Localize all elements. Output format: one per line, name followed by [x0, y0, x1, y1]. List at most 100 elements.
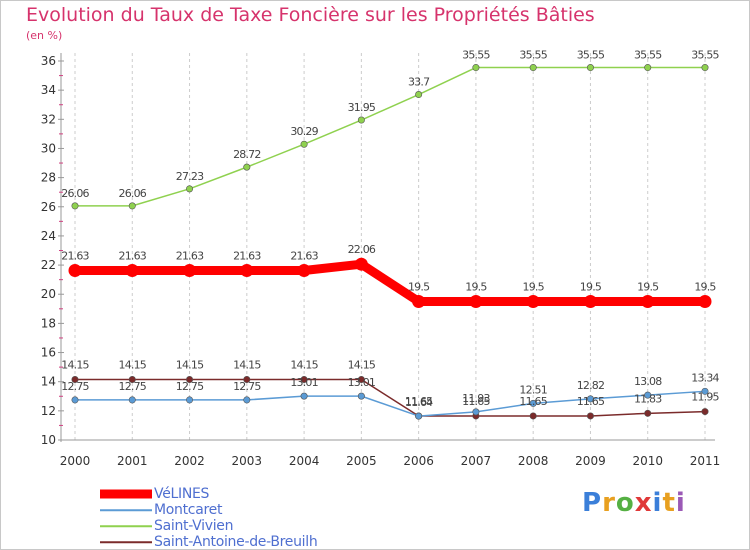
data-label: 11.65	[519, 395, 547, 408]
data-point	[472, 408, 480, 416]
data-point	[300, 392, 308, 400]
data-point	[68, 263, 82, 277]
data-point	[469, 295, 483, 309]
data-label: 21.63	[233, 249, 261, 262]
data-label: 19.5	[523, 281, 545, 294]
axes: 2000 2001 2002 2003 2004 2005 2006 2007 2008 2009…	[41, 53, 720, 468]
data-point	[644, 64, 652, 72]
data-point	[128, 376, 136, 384]
y-tick-label: 10	[41, 433, 56, 447]
x-tick-label: 2007	[461, 454, 492, 468]
data-point	[529, 64, 537, 72]
y-tick-label: 30	[41, 141, 56, 155]
data-label: 14.15	[290, 359, 318, 372]
data-point	[701, 64, 709, 72]
data-point	[415, 91, 423, 99]
data-label: 12.75	[233, 380, 261, 393]
data-label: 14.15	[61, 359, 89, 372]
data-point	[586, 395, 594, 403]
data-label: 35.55	[691, 49, 719, 62]
data-labels: 21.63 21.63 21.63 21.63 21.63 22.06 19.5 19.5 19…	[61, 49, 720, 410]
y-tick-label: 16	[41, 346, 56, 360]
data-label: 12.75	[61, 380, 89, 393]
data-label: 11.83	[634, 392, 662, 405]
data-point	[186, 396, 194, 404]
logo-letter: i	[652, 488, 663, 518]
data-point	[186, 376, 194, 384]
legend-label: Saint-Vivien	[154, 518, 234, 534]
data-label: 19.5	[694, 281, 716, 294]
data-point	[357, 376, 365, 384]
data-label: 12.82	[577, 379, 605, 392]
data-point	[183, 263, 197, 277]
logo-letter: o	[615, 488, 635, 518]
y-tick-label: 32	[41, 112, 56, 126]
data-point	[701, 387, 709, 395]
data-label: 11.65	[405, 395, 433, 408]
legend-label: Saint-Antoine-de-Breuilh	[154, 534, 318, 550]
legend: VéLINES Montcaret Saint-Vivien Saint-Antoin…	[100, 486, 380, 550]
data-point	[354, 257, 368, 271]
grid	[74, 53, 706, 440]
y-tick-label: 36	[41, 54, 56, 68]
data-point	[186, 185, 194, 193]
x-tick-label: 2006	[403, 454, 434, 468]
data-point	[71, 396, 79, 404]
proxiti-logo: Proxiti	[582, 488, 686, 518]
data-point	[412, 295, 426, 309]
series-layer	[68, 64, 712, 420]
x-tick-label: 2010	[632, 454, 663, 468]
logo-letter: i	[675, 488, 686, 518]
data-point	[297, 263, 311, 277]
legend-item: VéLINES	[100, 486, 380, 502]
data-label: 35.55	[634, 49, 662, 62]
legend-item: Saint-Antoine-de-Breuilh	[100, 534, 380, 550]
y-tick-label: 22	[41, 258, 56, 272]
data-point	[125, 263, 139, 277]
data-point	[583, 295, 597, 309]
legend-swatch	[100, 502, 152, 518]
logo-letter: P	[582, 488, 603, 518]
data-point	[529, 412, 537, 420]
data-point	[586, 64, 594, 72]
chart-title: Evolution du Taux de Taxe Foncière sur l…	[26, 4, 595, 26]
data-point	[415, 412, 423, 420]
series-line-1	[74, 390, 706, 417]
data-point	[243, 376, 251, 384]
legend-label: VéLINES	[154, 486, 210, 502]
x-tick-label: 2009	[575, 454, 606, 468]
data-label: 13.01	[290, 376, 318, 389]
unit-label: (en %)	[26, 29, 63, 42]
legend-swatch	[100, 518, 152, 534]
data-label: 35.55	[577, 49, 605, 62]
legend-label: Montcaret	[154, 502, 223, 518]
data-label: 30.29	[290, 125, 318, 138]
data-label: 11.93	[462, 392, 490, 405]
x-tick-label: 2008	[518, 454, 549, 468]
data-label: 21.63	[290, 249, 318, 262]
data-point	[300, 140, 308, 148]
data-label: 27.23	[176, 170, 204, 183]
data-point	[300, 376, 308, 384]
legend-item: Montcaret	[100, 502, 380, 518]
data-label: 12.51	[519, 383, 547, 396]
y-tick-label: 14	[41, 375, 56, 389]
data-label: 13.34	[691, 371, 719, 384]
data-label: 11.64	[405, 396, 433, 409]
x-tick-label: 2004	[289, 454, 320, 468]
data-label: 33.7	[408, 76, 430, 89]
data-label: 28.72	[233, 148, 261, 161]
legend-swatch	[100, 534, 152, 550]
y-tick-label: 26	[41, 200, 56, 214]
data-point	[472, 64, 480, 72]
data-point	[701, 408, 709, 416]
data-point	[586, 412, 594, 420]
y-tick-label: 12	[41, 404, 56, 418]
legend-item: Saint-Vivien	[100, 518, 380, 534]
data-point	[644, 409, 652, 417]
data-point	[243, 396, 251, 404]
data-point	[644, 391, 652, 399]
data-point	[71, 202, 79, 210]
data-point	[243, 163, 251, 171]
